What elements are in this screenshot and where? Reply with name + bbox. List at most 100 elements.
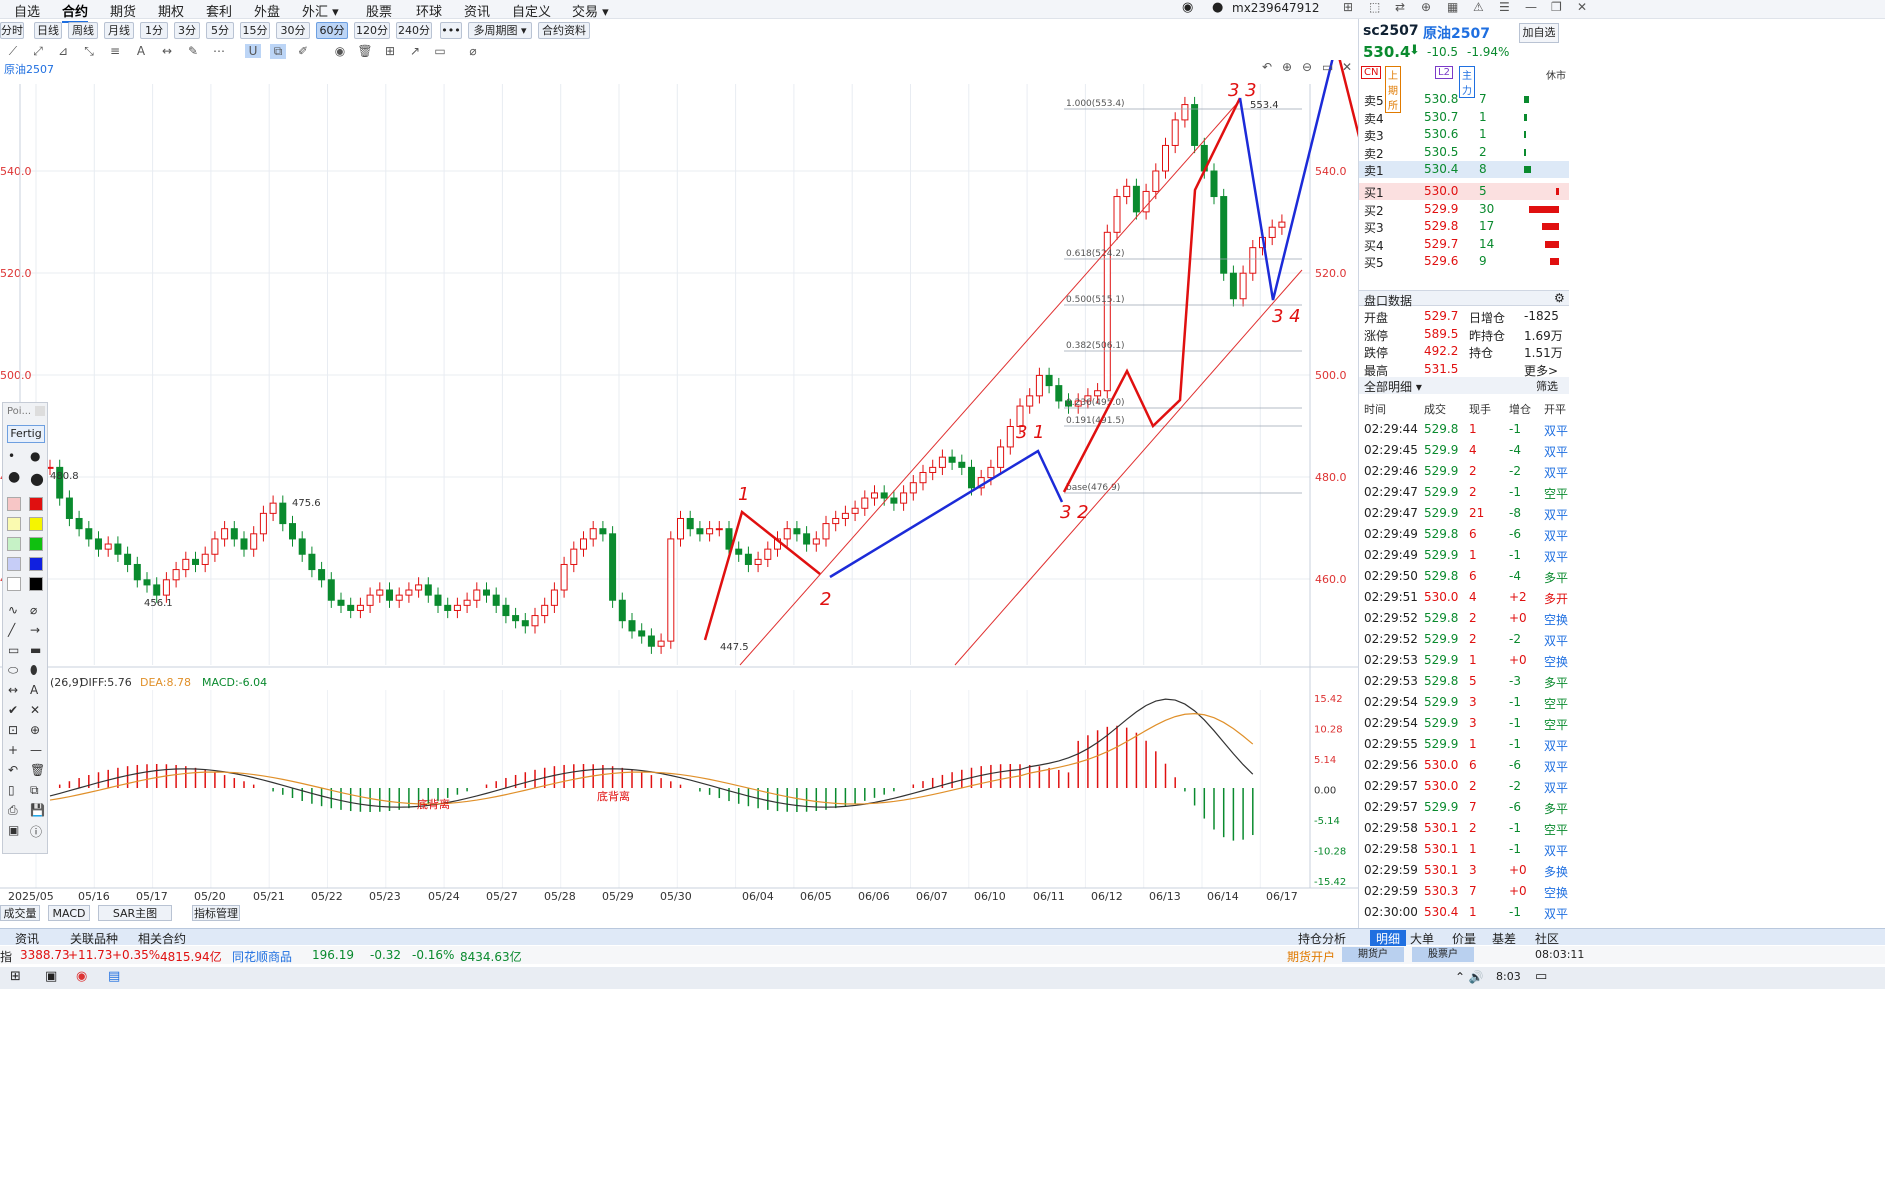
color-swatch[interactable] <box>29 557 43 571</box>
draw-tool-3-icon[interactable]: → <box>30 623 41 637</box>
window-icon-5[interactable]: ⚠ <box>1473 0 1484 14</box>
color-swatch[interactable] <box>7 497 21 511</box>
draw-tool-10-icon[interactable]: ✔ <box>8 703 19 717</box>
menu-item-1[interactable]: 合约 <box>62 1 89 23</box>
window-icon-4[interactable]: ▦ <box>1447 0 1459 14</box>
right-tab-4[interactable]: 基差 <box>1492 932 1517 946</box>
left-tab-0[interactable]: 资讯 <box>15 932 40 946</box>
menu-item-10[interactable]: 自定义 <box>512 5 552 20</box>
period-button-8[interactable]: 30分 <box>276 22 310 39</box>
trading-app-icon[interactable]: ▤ <box>108 969 121 984</box>
indicator-tab-2[interactable]: SAR主图 <box>98 905 172 921</box>
period-button-9[interactable]: 60分 <box>316 22 348 39</box>
period-button-5[interactable]: 3分 <box>174 22 200 39</box>
magnet-icon[interactable]: U <box>245 44 261 58</box>
settings-icon[interactable]: ⚙ <box>1554 291 1565 305</box>
dot-xlarge-icon[interactable]: ● <box>30 469 44 488</box>
export-icon[interactable]: ↗ <box>409 44 421 58</box>
menu-item-9[interactable]: 资讯 <box>464 5 491 20</box>
draw-tool-20-icon[interactable]: ⎙ <box>8 803 18 817</box>
account-name[interactable]: mx239647912 <box>1232 1 1320 15</box>
close-icon[interactable] <box>35 406 45 416</box>
period-button-7[interactable]: 15分 <box>240 22 270 39</box>
menu-item-4[interactable]: 套利 <box>206 5 233 20</box>
chart-ctrl-3-icon[interactable]: ▭ <box>1322 60 1333 74</box>
period-button-11[interactable]: 240分 <box>396 22 432 39</box>
chart-ctrl-4-icon[interactable]: ✕ <box>1342 60 1352 74</box>
left-tab-2[interactable]: 相关合约 <box>138 932 187 946</box>
menu-item-8[interactable]: 环球 <box>416 5 443 20</box>
draw-tool-4-icon[interactable]: ▭ <box>8 643 20 657</box>
period-button-1[interactable]: 日线 <box>34 22 62 39</box>
period-button-4[interactable]: 1分 <box>140 22 168 39</box>
right-tab-1[interactable]: 明细 <box>1370 930 1407 947</box>
draw-tool-23-icon[interactable]: ⓘ <box>30 825 43 839</box>
draw-tool-16-icon[interactable]: ↶ <box>8 763 19 777</box>
eye-icon[interactable]: ◉ <box>334 44 346 58</box>
ray-tool-icon[interactable]: ⤢ <box>33 44 43 58</box>
dot-medium-icon[interactable]: ● <box>30 449 41 463</box>
draw-tool-2-icon[interactable]: ╱ <box>8 623 16 637</box>
right-tab-3[interactable]: 价量 <box>1452 932 1477 946</box>
stat-3-3[interactable]: 更多> <box>1524 363 1559 378</box>
period-button-12[interactable]: ••• <box>440 22 462 39</box>
draw-tool-1-icon[interactable]: ⌀ <box>30 603 38 617</box>
dot-large-icon[interactable]: ● <box>8 469 21 485</box>
copy-icon[interactable]: ⧉ <box>270 44 286 59</box>
dot-small-icon[interactable]: • <box>8 449 16 463</box>
window-icon-7[interactable]: — <box>1525 0 1537 14</box>
draw-tool-15-icon[interactable]: — <box>30 743 42 757</box>
draw-tool-9-icon[interactable]: A <box>30 683 39 697</box>
period-button-6[interactable]: 5分 <box>206 22 234 39</box>
period-button-2[interactable]: 周线 <box>68 22 98 39</box>
draw-tool-17-icon[interactable]: 🗑 <box>30 763 46 777</box>
window-icon-8[interactable]: ❐ <box>1551 0 1562 14</box>
color-swatch[interactable] <box>7 537 21 551</box>
period-button-10[interactable]: 120分 <box>354 22 390 39</box>
right-tab-0[interactable]: 持仓分析 <box>1298 932 1347 946</box>
draw-tool-8-icon[interactable]: ↔ <box>8 683 19 697</box>
window-icon-1[interactable]: ⬚ <box>1369 0 1381 14</box>
comment-icon[interactable]: ▭ <box>434 44 446 58</box>
menu-item-11[interactable]: 交易 ▾ <box>572 5 609 20</box>
avatar[interactable]: ● <box>1212 0 1224 15</box>
draw-tool-12-icon[interactable]: ⊡ <box>8 723 19 737</box>
chart-ctrl-1-icon[interactable]: ⊕ <box>1282 60 1292 74</box>
period-button-13[interactable]: 多周期图 ▾ <box>468 22 532 39</box>
right-tab-2[interactable]: 大单 <box>1410 932 1435 946</box>
index-b-name[interactable]: 同花顺商品 <box>232 950 293 964</box>
detail-title[interactable]: 全部明细 ▾ <box>1364 380 1422 394</box>
done-button[interactable]: Fertig <box>7 425 45 443</box>
draw-tool-21-icon[interactable]: 💾 <box>30 803 45 817</box>
filter-button[interactable]: 筛选 <box>1536 380 1558 393</box>
period-button-14[interactable]: 合约资料 <box>538 22 590 39</box>
color-swatch[interactable] <box>29 537 43 551</box>
indicator-tab-0[interactable]: 成交量 <box>0 905 40 921</box>
draw-tool-7-icon[interactable]: ⬮ <box>30 663 38 677</box>
draw-tool-14-icon[interactable]: + <box>8 743 19 757</box>
window-icon-2[interactable]: ⇄ <box>1395 0 1406 14</box>
draw-tool-5-icon[interactable]: ▬ <box>30 643 42 657</box>
indicator-tab-1[interactable]: MACD <box>48 905 90 921</box>
trash-icon[interactable]: 🗑 <box>357 44 373 58</box>
grid-icon[interactable]: ⊞ <box>384 44 396 58</box>
app-icon[interactable]: ▣ <box>45 969 58 984</box>
chart-ctrl-2-icon[interactable]: ⊖ <box>1302 60 1312 74</box>
right-tab-5[interactable]: 社区 <box>1535 932 1560 946</box>
draw-tool-19-icon[interactable]: ⧉ <box>30 783 39 797</box>
ruler-icon[interactable]: ⌀ <box>469 44 477 58</box>
add-watchlist-button[interactable]: 加自选 <box>1519 23 1559 43</box>
color-swatch[interactable] <box>29 497 43 511</box>
color-swatch[interactable] <box>29 577 43 591</box>
text-tool-icon[interactable]: A <box>136 44 146 58</box>
channel-tool-icon[interactable]: ⊿ <box>57 44 69 58</box>
open-account-link[interactable]: 期货开户 <box>1287 950 1336 964</box>
color-swatch[interactable] <box>7 577 21 591</box>
menu-item-6[interactable]: 外汇 ▾ <box>302 5 339 20</box>
menu-item-3[interactable]: 期权 <box>158 5 185 20</box>
fib-tool-icon[interactable]: ≡ <box>109 44 121 58</box>
period-button-3[interactable]: 月线 <box>104 22 134 39</box>
brush-tool-icon[interactable]: ✎ <box>187 44 199 58</box>
window-icon-3[interactable]: ⊕ <box>1421 0 1432 14</box>
browser-icon[interactable]: ◉ <box>76 969 88 984</box>
